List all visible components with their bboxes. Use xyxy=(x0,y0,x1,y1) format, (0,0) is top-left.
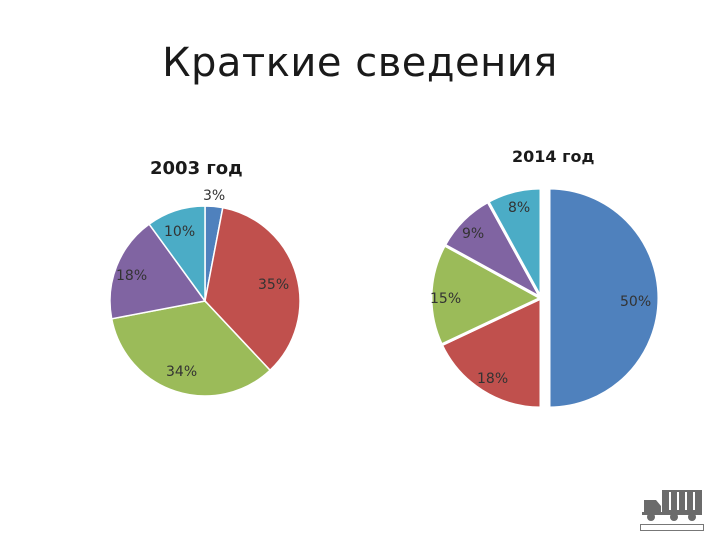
pie-slice xyxy=(485,186,543,299)
pie-slice xyxy=(148,205,206,304)
chart-title-2014: 2014 год xyxy=(512,147,595,166)
slice-label: 15% xyxy=(430,291,461,307)
logo-wordmark xyxy=(640,524,704,531)
slice-label: 3% xyxy=(203,188,225,204)
pie-slice xyxy=(429,242,545,347)
pie-slice xyxy=(110,300,272,397)
pie-slice xyxy=(204,206,301,372)
slice-label: 50% xyxy=(620,294,651,310)
slice-label: 9% xyxy=(462,226,484,242)
chart-title-2003: 2003 год xyxy=(150,158,243,179)
slice-label: 10% xyxy=(164,224,195,240)
slice-label: 8% xyxy=(508,200,530,216)
pie-2003: 3% 35% 34% 18% 10% xyxy=(109,188,301,397)
slice-label: 34% xyxy=(166,364,197,380)
slice-label: 18% xyxy=(116,268,147,284)
slice-label: 18% xyxy=(477,371,508,387)
pie-slice xyxy=(109,223,207,320)
pie-2014: 50% 18% 15% 9% 8% xyxy=(429,186,661,410)
logo-truck-graphic xyxy=(642,490,702,521)
pie-slice xyxy=(439,295,543,410)
truck-icon xyxy=(640,486,704,532)
page-title: Краткие сведения xyxy=(162,40,558,86)
pie-slice xyxy=(547,186,661,410)
slice-label: 35% xyxy=(258,277,289,293)
